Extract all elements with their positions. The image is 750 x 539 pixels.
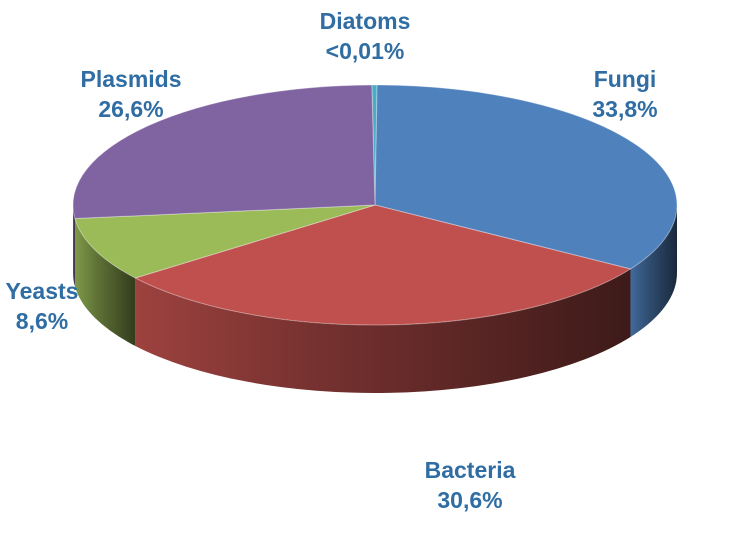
slice-label-diatoms: Diatoms <0,01% <box>320 6 411 66</box>
pie-slice-yeasts <box>74 204 376 279</box>
slice-name-yeasts: Yeasts <box>5 278 79 304</box>
slice-value-plasmids: 26,6% <box>98 96 164 122</box>
slice-name-plasmids: Plasmids <box>80 66 182 92</box>
slice-value-yeasts: 8,6% <box>15 308 69 334</box>
slice-name-diatoms: Diatoms <box>319 8 411 34</box>
slice-label-fungi: Fungi 33,8% <box>592 64 657 124</box>
pie-slice-diatoms <box>371 84 378 206</box>
pie-side-yeasts <box>74 218 136 347</box>
pie-side-fungi <box>630 205 677 337</box>
pie-slice-plasmids <box>72 84 376 220</box>
slice-value-fungi: 33,8% <box>592 96 658 122</box>
slice-value-bacteria: 30,6% <box>437 487 503 513</box>
slice-label-plasmids: Plasmids 26,6% <box>81 64 182 124</box>
slice-value-diatoms: <0,01% <box>325 38 405 64</box>
slice-name-bacteria: Bacteria <box>424 457 516 483</box>
slice-label-yeasts: Yeasts 8,6% <box>6 276 79 336</box>
pie-sides <box>73 205 677 394</box>
slice-label-bacteria: Bacteria 30,6% <box>425 455 516 515</box>
pie-side-bacteria <box>135 268 631 394</box>
pie-top-faces <box>72 84 678 326</box>
slice-name-fungi: Fungi <box>593 66 657 92</box>
pie-side-plasmids <box>73 205 75 287</box>
pie-slice-bacteria <box>134 204 632 326</box>
pie-slice-fungi <box>374 84 678 270</box>
